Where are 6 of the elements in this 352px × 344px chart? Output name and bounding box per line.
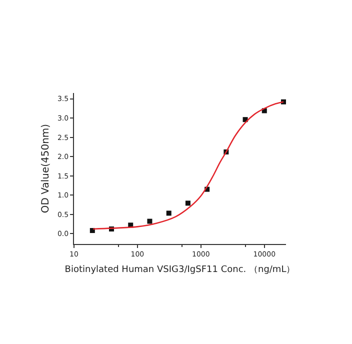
point [185, 200, 190, 206]
y-axis-title: OD Value(450nm) [40, 124, 52, 214]
point [147, 218, 152, 224]
x-axis-title: Biotinylated Human VSIG3/IgSF11 Conc. （ng/mL） [64, 265, 296, 276]
point [166, 210, 172, 216]
point [90, 228, 95, 234]
